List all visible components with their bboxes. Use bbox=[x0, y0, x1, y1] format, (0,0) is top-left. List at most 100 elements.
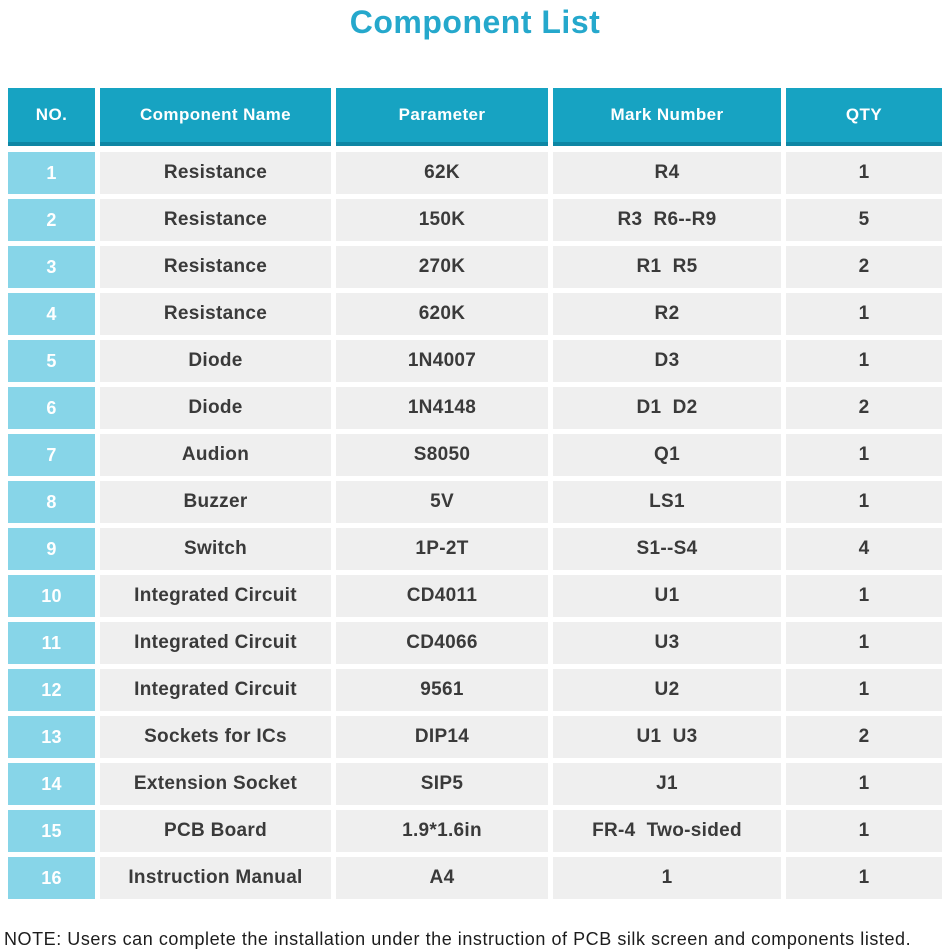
mark-number-cell: U3 bbox=[553, 622, 781, 664]
table-row: 4 Resistance 620K R2 1 bbox=[8, 293, 942, 335]
component-name-cell: PCB Board bbox=[100, 810, 331, 852]
parameter-cell: 9561 bbox=[336, 669, 548, 711]
row-number-cell: 3 bbox=[8, 246, 95, 288]
parameter-cell: DIP14 bbox=[336, 716, 548, 758]
table-body: 1 Resistance 62K R4 1 2 Resistance 150K … bbox=[8, 152, 942, 899]
mark-number-cell: FR-4 Two-sided bbox=[553, 810, 781, 852]
parameter-cell: 62K bbox=[336, 152, 548, 194]
parameter-cell: 150K bbox=[336, 199, 548, 241]
parameter-cell: 620K bbox=[336, 293, 548, 335]
row-number-cell: 8 bbox=[8, 481, 95, 523]
mark-number-cell: R1 R5 bbox=[553, 246, 781, 288]
table-row: 10 Integrated Circuit CD4011 U1 1 bbox=[8, 575, 942, 617]
row-number-cell: 13 bbox=[8, 716, 95, 758]
parameter-cell: 1N4148 bbox=[336, 387, 548, 429]
qty-cell: 2 bbox=[786, 387, 942, 429]
row-number-cell: 1 bbox=[8, 152, 95, 194]
qty-cell: 1 bbox=[786, 810, 942, 852]
table-row: 15 PCB Board 1.9*1.6in FR-4 Two-sided 1 bbox=[8, 810, 942, 852]
table-row: 3 Resistance 270K R1 R5 2 bbox=[8, 246, 942, 288]
row-number-cell: 14 bbox=[8, 763, 95, 805]
row-number-cell: 4 bbox=[8, 293, 95, 335]
qty-cell: 1 bbox=[786, 481, 942, 523]
table-row: 13 Sockets for ICs DIP14 U1 U3 2 bbox=[8, 716, 942, 758]
component-name-cell: Instruction Manual bbox=[100, 857, 331, 899]
table-row: 16 Instruction Manual A4 1 1 bbox=[8, 857, 942, 899]
row-number-cell: 12 bbox=[8, 669, 95, 711]
mark-number-cell: U1 U3 bbox=[553, 716, 781, 758]
qty-cell: 2 bbox=[786, 716, 942, 758]
parameter-cell: 1P-2T bbox=[336, 528, 548, 570]
component-name-cell: Buzzer bbox=[100, 481, 331, 523]
table-row: 6 Diode 1N4148 D1 D2 2 bbox=[8, 387, 942, 429]
component-name-cell: Audion bbox=[100, 434, 331, 476]
component-name-cell: Integrated Circuit bbox=[100, 575, 331, 617]
parameter-cell: 1.9*1.6in bbox=[336, 810, 548, 852]
row-number-cell: 2 bbox=[8, 199, 95, 241]
mark-number-cell: R3 R6--R9 bbox=[553, 199, 781, 241]
parameter-cell: CD4066 bbox=[336, 622, 548, 664]
table-header-row: NO. Component Name Parameter Mark Number… bbox=[8, 88, 942, 146]
qty-cell: 1 bbox=[786, 622, 942, 664]
parameter-cell: A4 bbox=[336, 857, 548, 899]
row-number-cell: 5 bbox=[8, 340, 95, 382]
header-cell-component-name: Component Name bbox=[100, 88, 331, 146]
qty-cell: 1 bbox=[786, 857, 942, 899]
table-row: 5 Diode 1N4007 D3 1 bbox=[8, 340, 942, 382]
mark-number-cell: D3 bbox=[553, 340, 781, 382]
row-number-cell: 9 bbox=[8, 528, 95, 570]
row-number-cell: 11 bbox=[8, 622, 95, 664]
component-name-cell: Resistance bbox=[100, 199, 331, 241]
mark-number-cell: R2 bbox=[553, 293, 781, 335]
qty-cell: 1 bbox=[786, 669, 942, 711]
row-number-cell: 7 bbox=[8, 434, 95, 476]
mark-number-cell: U1 bbox=[553, 575, 781, 617]
header-cell-qty: QTY bbox=[786, 88, 942, 146]
parameter-cell: 270K bbox=[336, 246, 548, 288]
component-name-cell: Resistance bbox=[100, 246, 331, 288]
row-number-cell: 10 bbox=[8, 575, 95, 617]
table-row: 9 Switch 1P-2T S1--S4 4 bbox=[8, 528, 942, 570]
mark-number-cell: Q1 bbox=[553, 434, 781, 476]
component-name-cell: Resistance bbox=[100, 293, 331, 335]
page-title: Component List bbox=[349, 4, 601, 40]
parameter-cell: 5V bbox=[336, 481, 548, 523]
table-row: 11 Integrated Circuit CD4066 U3 1 bbox=[8, 622, 942, 664]
qty-cell: 4 bbox=[786, 528, 942, 570]
mark-number-cell: D1 D2 bbox=[553, 387, 781, 429]
component-name-cell: Diode bbox=[100, 340, 331, 382]
component-name-cell: Integrated Circuit bbox=[100, 622, 331, 664]
parameter-cell: SIP5 bbox=[336, 763, 548, 805]
mark-number-cell: R4 bbox=[553, 152, 781, 194]
component-name-cell: Extension Socket bbox=[100, 763, 331, 805]
row-number-cell: 16 bbox=[8, 857, 95, 899]
table-row: 7 Audion S8050 Q1 1 bbox=[8, 434, 942, 476]
qty-cell: 1 bbox=[786, 575, 942, 617]
mark-number-cell: 1 bbox=[553, 857, 781, 899]
component-table: NO. Component Name Parameter Mark Number… bbox=[8, 88, 942, 899]
qty-cell: 1 bbox=[786, 293, 942, 335]
table-row: 8 Buzzer 5V LS1 1 bbox=[8, 481, 942, 523]
mark-number-cell: LS1 bbox=[553, 481, 781, 523]
table-row: 2 Resistance 150K R3 R6--R9 5 bbox=[8, 199, 942, 241]
qty-cell: 1 bbox=[786, 340, 942, 382]
qty-cell: 2 bbox=[786, 246, 942, 288]
table-row: 1 Resistance 62K R4 1 bbox=[8, 152, 942, 194]
row-number-cell: 15 bbox=[8, 810, 95, 852]
row-number-cell: 6 bbox=[8, 387, 95, 429]
mark-number-cell: S1--S4 bbox=[553, 528, 781, 570]
note-text: NOTE: Users can complete the installatio… bbox=[4, 929, 912, 949]
qty-cell: 1 bbox=[786, 152, 942, 194]
header-cell-no: NO. bbox=[8, 88, 95, 146]
header-cell-parameter: Parameter bbox=[336, 88, 548, 146]
table-row: 14 Extension Socket SIP5 J1 1 bbox=[8, 763, 942, 805]
parameter-cell: S8050 bbox=[336, 434, 548, 476]
component-name-cell: Switch bbox=[100, 528, 331, 570]
mark-number-cell: U2 bbox=[553, 669, 781, 711]
component-name-cell: Resistance bbox=[100, 152, 331, 194]
header-cell-mark-number: Mark Number bbox=[553, 88, 781, 146]
table-row: 12 Integrated Circuit 9561 U2 1 bbox=[8, 669, 942, 711]
qty-cell: 1 bbox=[786, 434, 942, 476]
parameter-cell: 1N4007 bbox=[336, 340, 548, 382]
